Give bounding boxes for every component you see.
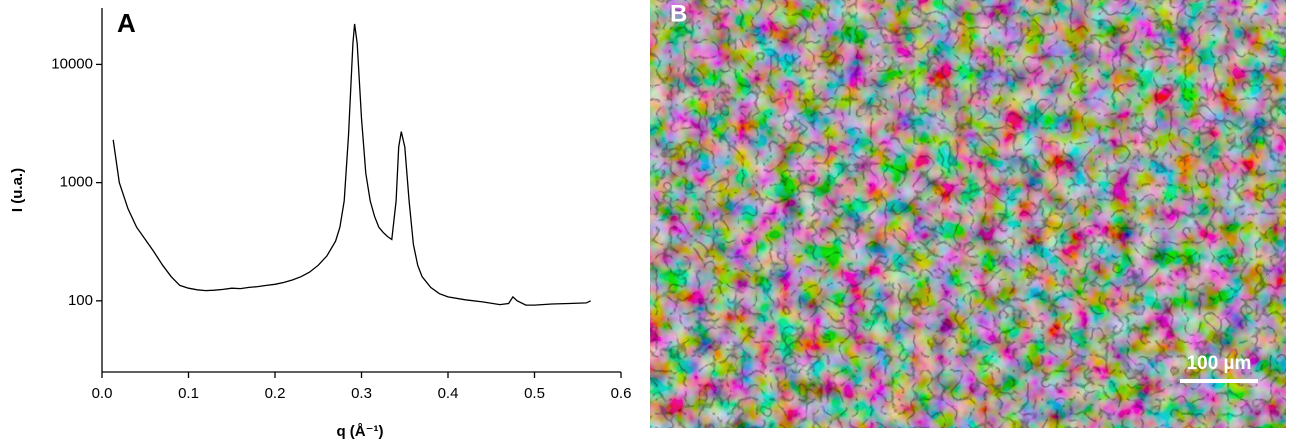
- x-tick-label: 0.0: [92, 385, 113, 402]
- y-axis-label: I (u.a.): [9, 168, 26, 212]
- x-tick-label: 0.2: [265, 385, 286, 402]
- y-tick-label: 100: [68, 292, 93, 309]
- y-tick-label: 10000: [51, 55, 93, 72]
- x-axis-label: q (Å⁻¹): [336, 423, 383, 440]
- x-tick-label: 0.6: [611, 385, 632, 402]
- micrograph: 100 µm B: [650, 0, 1286, 428]
- x-tick-label: 0.5: [524, 385, 545, 402]
- y-tick-label: 1000: [60, 174, 93, 191]
- scale-bar-label: 100 µm: [1187, 353, 1252, 374]
- x-tick-label: 0.1: [178, 385, 199, 402]
- data-line: [112, 23, 591, 306]
- panel-label: A: [117, 8, 136, 38]
- x-tick-label: 0.3: [351, 385, 372, 402]
- x-tick-label: 0.4: [438, 385, 459, 402]
- panel-label: B: [670, 0, 687, 27]
